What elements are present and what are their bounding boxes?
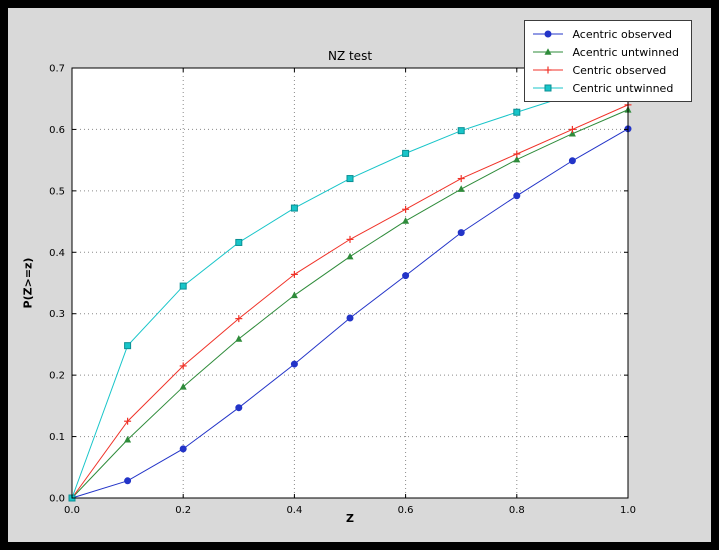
legend-sample-line [533,30,564,38]
marker-square [290,204,298,212]
marker-square [235,238,243,246]
legend-sample-line [533,48,564,55]
legend-item: Acentric observed [531,25,679,43]
legend: Acentric observed Acentric untwinned Cen… [524,20,692,102]
marker-circle [124,477,132,485]
y-tick-label: 0.3 [49,309,65,320]
axes-frame [71,67,629,499]
y-tick-label: 0.2 [49,371,65,382]
marker-circle [402,272,410,280]
marker-square [402,149,410,157]
y-tick-label: 0.1 [49,432,65,443]
marker-triangle [290,291,298,299]
plot-area: 0.0 0.2 0.4 0.6 0.8 1.0 0.0 0.1 0.2 0.3 0.4 0.5 0.6 0… [49,64,636,517]
x-tick-label: 0.6 [398,505,414,516]
y-tick-label: 0.4 [49,248,65,259]
y-tick-label: 0.6 [49,125,65,136]
legend-item: Acentric untwinned [531,43,679,61]
x-tick-label: 0.4 [286,505,302,516]
legend-label: Acentric untwinned [572,45,679,59]
legend-sample-line [533,84,564,92]
marker-square [457,127,465,135]
marker-square [544,84,552,92]
marker-circle [544,30,552,38]
marker-circle [179,445,187,453]
marker-triangle [179,383,187,390]
x-tick-label: 0.8 [509,505,525,516]
marker-triangle [457,185,465,192]
figure-canvas: 0.0 0.2 0.4 0.6 0.8 1.0 0.0 0.1 0.2 0.3 0.4 0.5 0.6 0… [8,8,711,542]
y-tick-label: 0.0 [49,494,65,505]
marker-circle [235,404,243,412]
marker-circle [457,229,465,237]
x-tick-label: 0.0 [64,505,80,516]
x-tick-label: 1.0 [620,505,636,516]
marker-circle [568,157,576,165]
legend-sample-line [533,66,564,74]
marker-square [179,282,187,290]
legend-item: Centric untwinned [531,79,679,97]
marker-triangle [402,217,410,224]
legend-label: Centric untwinned [572,81,674,95]
marker-triangle [124,435,132,443]
y-tick-label: 0.5 [49,186,65,197]
marker-circle [346,314,354,322]
plot-background [72,68,628,498]
legend-item: Centric observed [531,61,679,79]
marker-square [346,175,354,183]
marker-triangle [513,155,521,163]
x-axis-label: Z [346,512,354,525]
marker-square [124,342,132,350]
x-tick-label: 0.2 [175,505,191,516]
marker-triangle [235,335,243,342]
y-axis-label: P(Z>=z) [21,257,35,309]
marker-triangle [568,129,576,137]
y-tick-label: 0.7 [49,64,65,75]
marker-triangle [544,48,552,55]
legend-label: Centric observed [572,63,667,77]
chart-title: NZ test [327,49,373,63]
marker-square [513,108,521,116]
marker-circle [513,192,521,200]
marker-triangle [346,252,354,260]
legend-label: Acentric observed [572,27,672,41]
marker-circle [290,360,298,368]
